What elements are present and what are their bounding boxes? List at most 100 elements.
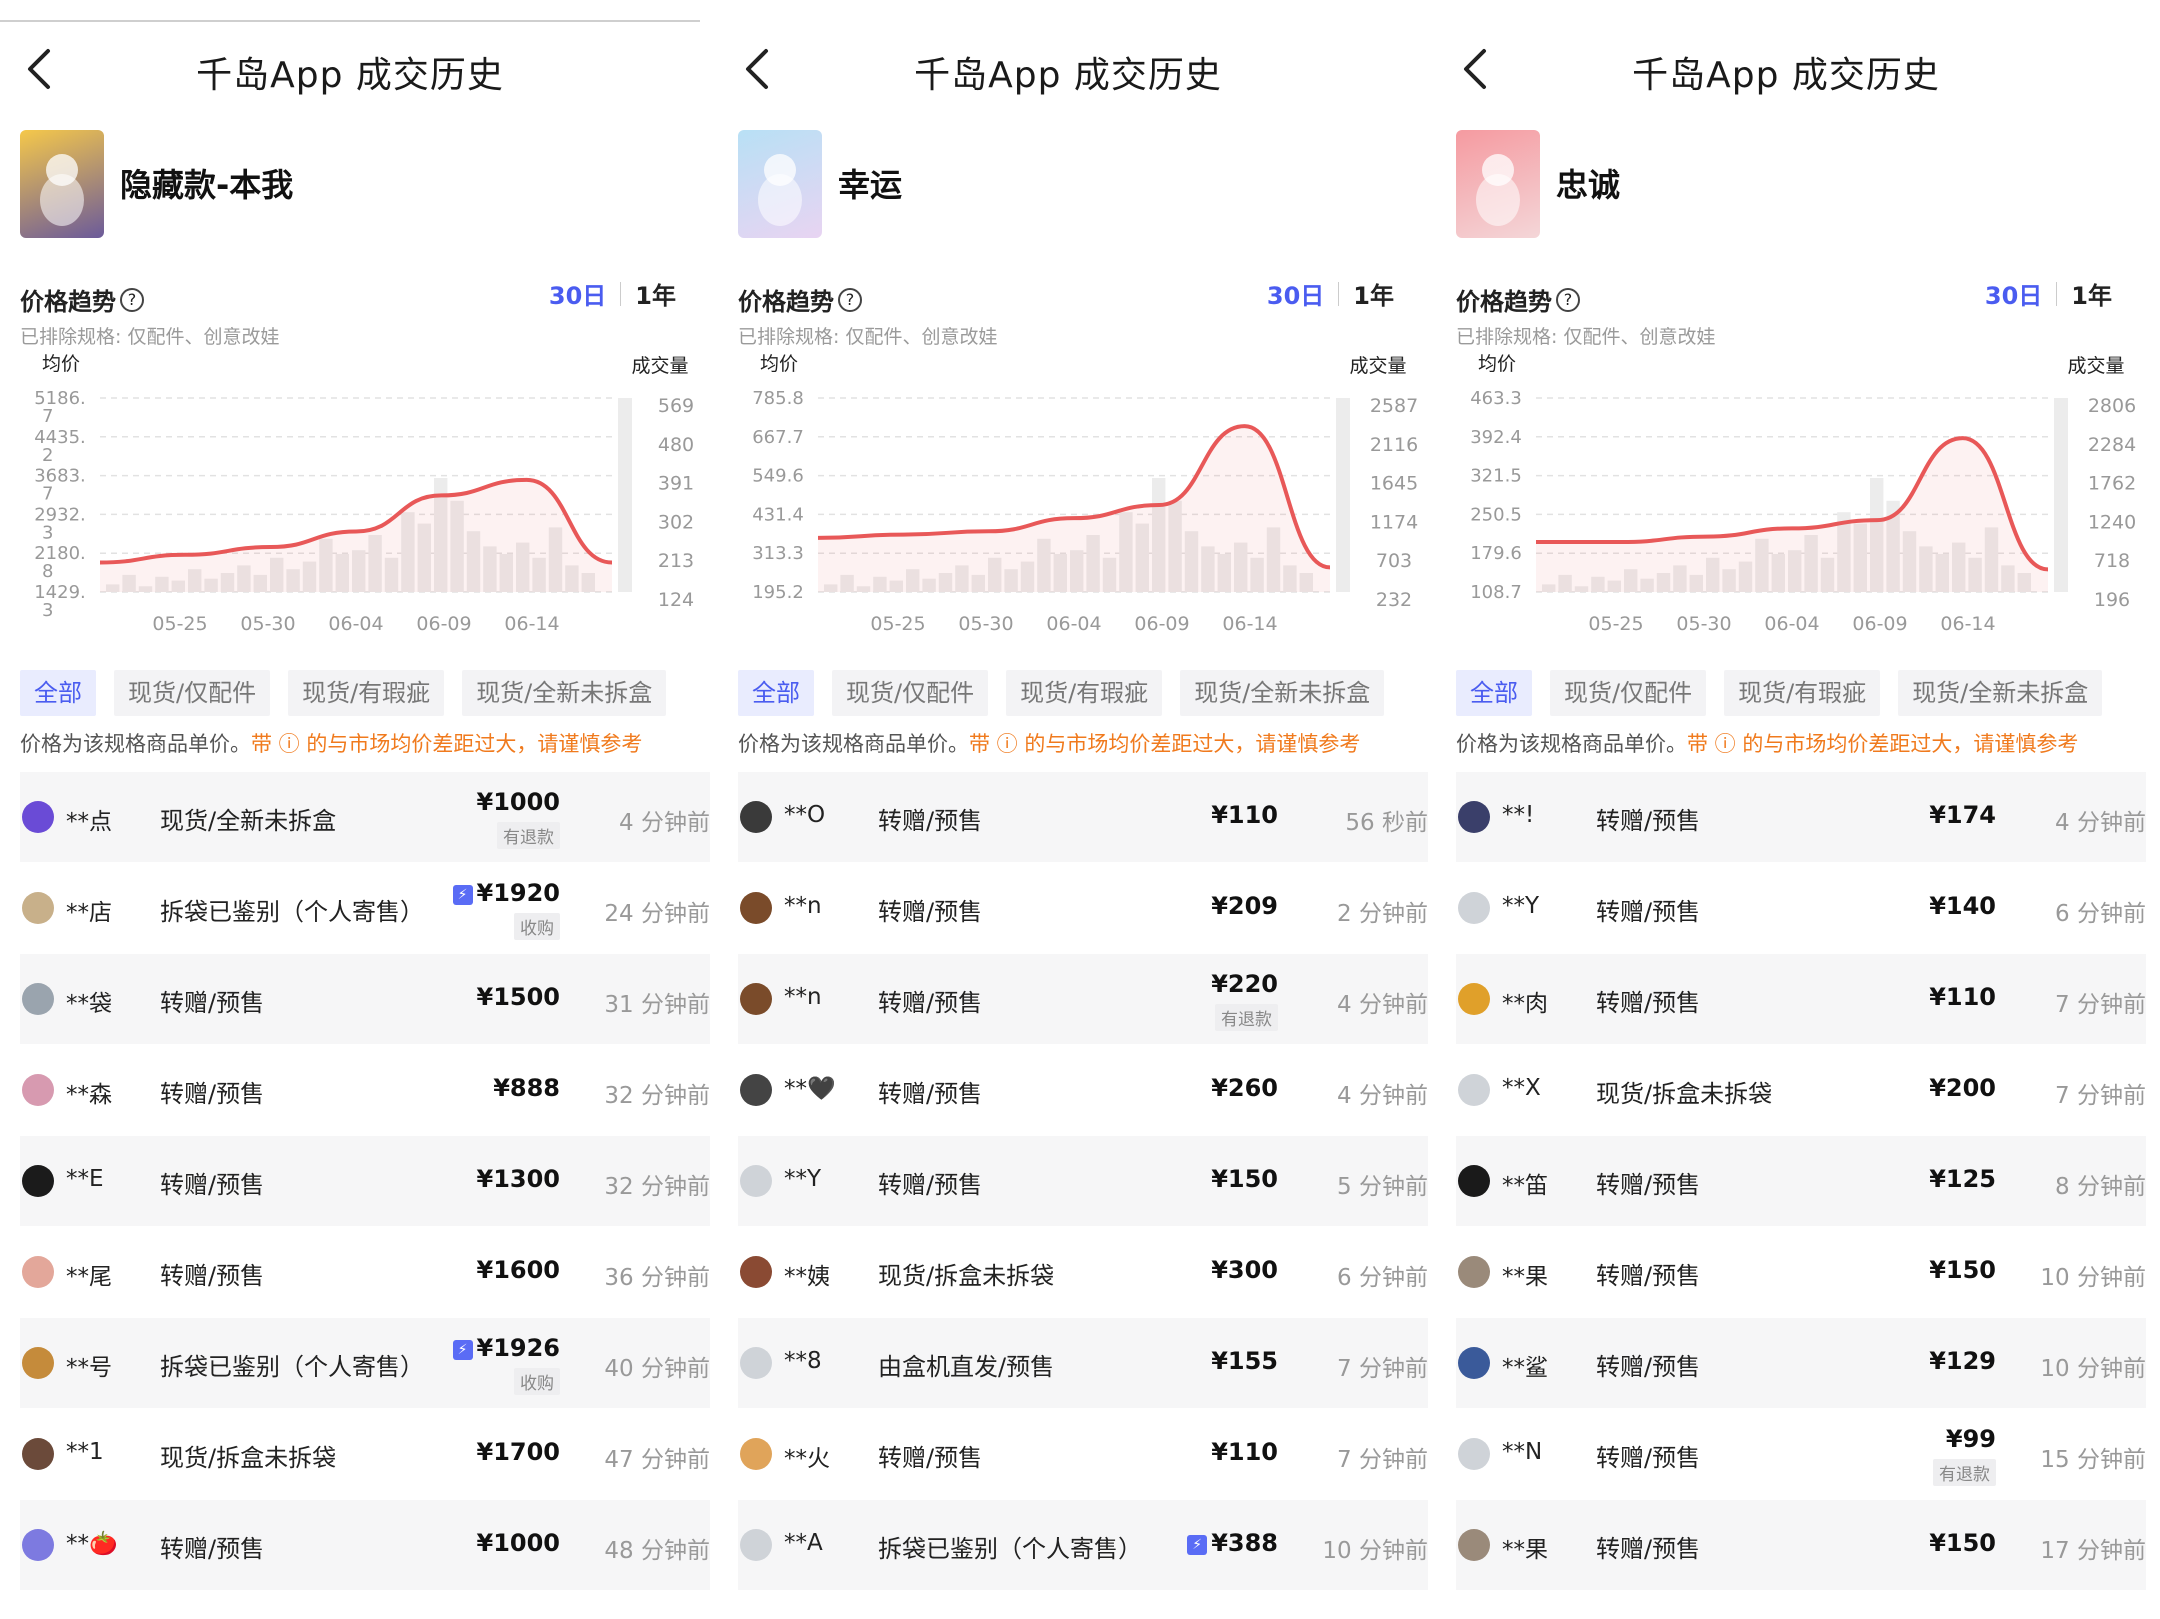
avatar[interactable] bbox=[1458, 1074, 1490, 1106]
transaction-row[interactable]: **果 转赠/预售 ¥150 10 分钟前 bbox=[1456, 1227, 2146, 1318]
volume-bar bbox=[618, 398, 632, 592]
avatar[interactable] bbox=[740, 1256, 772, 1288]
volume-bar bbox=[1902, 531, 1917, 592]
avatar[interactable] bbox=[1458, 1256, 1490, 1288]
back-button[interactable] bbox=[14, 44, 64, 94]
transaction-row[interactable]: **1 现货/拆盒未拆袋 ¥1700 47 分钟前 bbox=[20, 1409, 710, 1500]
price-note-text: 价格为该规格商品单价。 bbox=[20, 732, 251, 756]
avatar[interactable] bbox=[1458, 983, 1490, 1015]
transaction-row[interactable]: **袋 转赠/预售 ¥1500 31 分钟前 bbox=[20, 954, 710, 1045]
tab-spec[interactable]: 全部 bbox=[20, 670, 96, 716]
tab-spec[interactable]: 现货/仅配件 bbox=[114, 670, 271, 716]
tab-spec[interactable]: 现货/仅配件 bbox=[1550, 670, 1707, 716]
transaction-row[interactable]: **尾 转赠/预售 ¥1600 36 分钟前 bbox=[20, 1227, 710, 1318]
transaction-row[interactable]: **点 现货/全新未拆盒 ¥1000 有退款 4 分钟前 bbox=[20, 772, 710, 863]
avatar[interactable] bbox=[1458, 1165, 1490, 1197]
question-icon[interactable]: ? bbox=[838, 287, 862, 312]
tab-spec[interactable]: 现货/有瑕疵 bbox=[1724, 670, 1881, 716]
period-30d[interactable]: 30日 bbox=[1984, 282, 2043, 310]
transaction-row[interactable]: **鲨 转赠/预售 ¥129 10 分钟前 bbox=[1456, 1318, 2146, 1409]
volume-bar bbox=[1788, 550, 1802, 592]
period-30d[interactable]: 30日 bbox=[1266, 282, 1325, 310]
transaction-row[interactable]: **店 拆袋已鉴别（个人寄售） ⚡ ¥1920 收购 24 分钟前 bbox=[20, 863, 710, 954]
back-button[interactable] bbox=[732, 44, 782, 94]
transaction-row[interactable]: **🍅 转赠/预售 ¥1000 48 分钟前 bbox=[20, 1500, 710, 1591]
volume-bar bbox=[548, 527, 563, 592]
transaction-row[interactable]: **肉 转赠/预售 ¥110 7 分钟前 bbox=[1456, 954, 2146, 1045]
avatar[interactable] bbox=[740, 801, 772, 833]
transaction-row[interactable]: **8 由盒机直发/预售 ¥155 7 分钟前 bbox=[738, 1318, 1428, 1409]
transaction-row[interactable]: **🖤 转赠/预售 ¥260 4 分钟前 bbox=[738, 1045, 1428, 1136]
question-icon[interactable]: ? bbox=[120, 287, 144, 312]
volume-bar bbox=[1201, 546, 1215, 592]
back-button[interactable] bbox=[1450, 44, 1500, 94]
volume-bar bbox=[532, 557, 546, 592]
tab-spec[interactable]: 现货/全新未拆盒 bbox=[1180, 670, 1385, 716]
deal-time: 7 分钟前 bbox=[2055, 992, 2146, 1018]
avatar[interactable] bbox=[22, 1347, 54, 1379]
transaction-row[interactable]: **X 现货/拆盒未拆袋 ¥200 7 分钟前 bbox=[1456, 1045, 2146, 1136]
avatar[interactable] bbox=[22, 892, 54, 924]
avatar[interactable] bbox=[22, 1529, 54, 1561]
avatar[interactable] bbox=[22, 1256, 54, 1288]
tab-spec[interactable]: 全部 bbox=[738, 670, 814, 716]
volume-bar bbox=[889, 580, 903, 592]
avatar[interactable] bbox=[22, 1165, 54, 1197]
avatar[interactable] bbox=[740, 1074, 772, 1106]
deal-time: 31 分钟前 bbox=[604, 992, 710, 1018]
x-tick-label: 05-25 bbox=[870, 613, 925, 635]
tab-spec[interactable]: 现货/仅配件 bbox=[832, 670, 989, 716]
avatar[interactable] bbox=[22, 1438, 54, 1470]
avatar[interactable] bbox=[22, 1074, 54, 1106]
period-30d[interactable]: 30日 bbox=[548, 282, 607, 310]
transaction-row[interactable]: **号 拆袋已鉴别（个人寄售） ⚡ ¥1926 收购 40 分钟前 bbox=[20, 1318, 710, 1409]
tab-spec[interactable]: 现货/有瑕疵 bbox=[1006, 670, 1163, 716]
y-right-tick-label: 718 bbox=[2094, 550, 2130, 572]
avatar[interactable] bbox=[1458, 1347, 1490, 1379]
avatar[interactable] bbox=[1458, 801, 1490, 833]
transaction-row[interactable]: **O 转赠/预售 ¥110 56 秒前 bbox=[738, 772, 1428, 863]
avatar[interactable] bbox=[740, 1165, 772, 1197]
transaction-row[interactable]: **森 转赠/预售 ¥888 32 分钟前 bbox=[20, 1045, 710, 1136]
tab-spec[interactable]: 现货/全新未拆盒 bbox=[1898, 670, 2103, 716]
transaction-row[interactable]: **笛 转赠/预售 ¥125 8 分钟前 bbox=[1456, 1136, 2146, 1227]
transaction-row[interactable]: **A 拆袋已鉴别（个人寄售） ⚡ ¥388 10 分钟前 bbox=[738, 1500, 1428, 1591]
avatar[interactable] bbox=[740, 983, 772, 1015]
avatar[interactable] bbox=[740, 1529, 772, 1561]
question-icon[interactable]: ? bbox=[1556, 287, 1580, 312]
period-1y[interactable]: 1年 bbox=[2071, 282, 2112, 310]
product-thumbnail[interactable] bbox=[20, 130, 104, 238]
avatar[interactable] bbox=[22, 983, 54, 1015]
transaction-row[interactable]: **Y 转赠/预售 ¥140 6 分钟前 bbox=[1456, 863, 2146, 954]
tab-spec[interactable]: 现货/有瑕疵 bbox=[288, 670, 445, 716]
transaction-row[interactable]: **E 转赠/预售 ¥1300 32 分钟前 bbox=[20, 1136, 710, 1227]
item-condition: 现货/全新未拆盒 bbox=[160, 807, 337, 835]
transaction-row[interactable]: **Y 转赠/预售 ¥150 5 分钟前 bbox=[738, 1136, 1428, 1227]
avatar[interactable] bbox=[740, 892, 772, 924]
period-1y[interactable]: 1年 bbox=[1353, 282, 1394, 310]
item-condition: 转赠/预售 bbox=[878, 898, 983, 926]
transaction-row[interactable]: **n 转赠/预售 ¥220 有退款 4 分钟前 bbox=[738, 954, 1428, 1045]
avatar[interactable] bbox=[1458, 1438, 1490, 1470]
volume-bar bbox=[1738, 561, 1753, 592]
transaction-row[interactable]: **! 转赠/预售 ¥174 4 分钟前 bbox=[1456, 772, 2146, 863]
deal-price: ¥150 bbox=[1211, 1165, 1278, 1193]
transaction-row[interactable]: **姨 现货/拆盒未拆袋 ¥300 6 分钟前 bbox=[738, 1227, 1428, 1318]
status-badge: 收购 bbox=[514, 1368, 560, 1395]
price-trend-text: 价格趋势 bbox=[20, 288, 116, 316]
status-badge: 收购 bbox=[514, 913, 560, 940]
product-thumbnail[interactable] bbox=[738, 130, 822, 238]
avatar[interactable] bbox=[740, 1438, 772, 1470]
tab-spec[interactable]: 全部 bbox=[1456, 670, 1532, 716]
period-1y[interactable]: 1年 bbox=[635, 282, 676, 310]
transaction-row[interactable]: **果 转赠/预售 ¥150 17 分钟前 bbox=[1456, 1500, 2146, 1591]
avatar[interactable] bbox=[1458, 1529, 1490, 1561]
product-thumbnail[interactable] bbox=[1456, 130, 1540, 238]
avatar[interactable] bbox=[22, 801, 54, 833]
avatar[interactable] bbox=[740, 1347, 772, 1379]
transaction-row[interactable]: **火 转赠/预售 ¥110 7 分钟前 bbox=[738, 1409, 1428, 1500]
transaction-row[interactable]: **N 转赠/预售 ¥99 有退款 15 分钟前 bbox=[1456, 1409, 2146, 1500]
avatar[interactable] bbox=[1458, 892, 1490, 924]
transaction-row[interactable]: **n 转赠/预售 ¥209 2 分钟前 bbox=[738, 863, 1428, 954]
tab-spec[interactable]: 现货/全新未拆盒 bbox=[462, 670, 667, 716]
